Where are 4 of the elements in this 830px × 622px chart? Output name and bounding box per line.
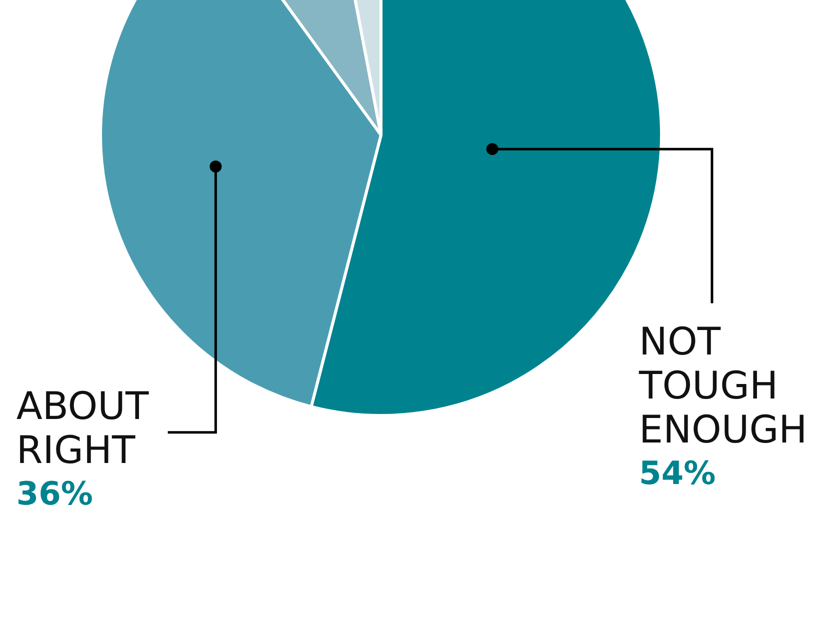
slice-label: NOT TOUGH ENOUGH	[638, 320, 808, 452]
data-label: 36%	[16, 474, 93, 513]
slice-label: ABOUT RIGHT	[16, 384, 150, 472]
data-label: 54%	[639, 454, 716, 492]
